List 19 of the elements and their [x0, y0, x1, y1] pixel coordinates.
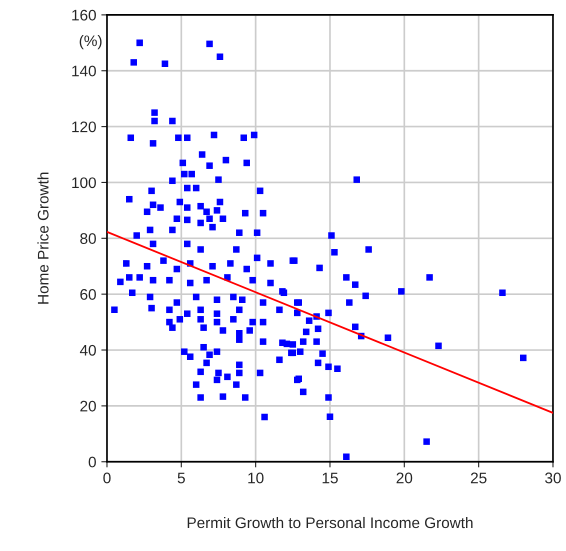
y-axis-title: Home Price Growth: [37, 172, 49, 304]
y-tick-label: 20: [80, 400, 96, 412]
y-tick-label: 160: [72, 10, 96, 21]
y-tick-label: 140: [72, 66, 96, 76]
x-tick-label: 30: [545, 472, 561, 484]
x-tick-label: 15: [322, 472, 338, 484]
y-tick-label: 100: [72, 177, 96, 188]
y-tick-label: 120: [72, 121, 96, 132]
x-tick-label: 10: [248, 472, 264, 484]
y-tick-label: 60: [80, 289, 96, 300]
y-tick-label: 80: [80, 233, 96, 244]
y-tick-label: 0: [88, 456, 96, 468]
x-tick-label: 20: [396, 472, 412, 484]
text: (%): [80, 34, 102, 50]
x-tick-label: 0: [103, 472, 111, 484]
x-axis-title: Permit Growth to Personal Income Growth: [188, 516, 472, 528]
x-tick-label: 5: [178, 472, 185, 484]
y-tick-label: 40: [80, 344, 96, 356]
x-tick-label: 25: [470, 472, 487, 484]
